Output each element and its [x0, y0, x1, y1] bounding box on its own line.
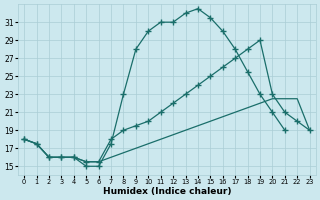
X-axis label: Humidex (Indice chaleur): Humidex (Indice chaleur) [103, 187, 231, 196]
